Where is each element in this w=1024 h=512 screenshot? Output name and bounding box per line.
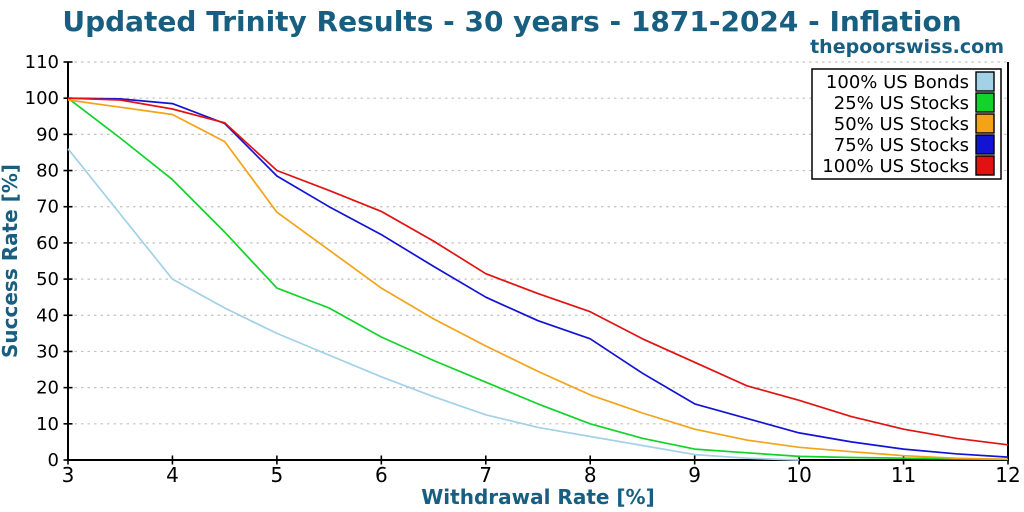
legend-entry-100-us-bonds: 100% US Bonds [826,71,995,93]
legend-label: 100% US Bonds [826,72,969,93]
x-tick-label-4: 4 [166,463,179,487]
gridlines [68,61,1008,425]
legend-entry-75-us-stocks: 75% US Stocks [834,134,995,156]
series-line-25-us-stocks [67,97,1009,461]
y-tick-label-0: 0 [48,450,59,471]
legend-label: 100% US Stocks [822,156,969,177]
y-tick-label-80: 80 [36,161,59,182]
legend-label: 25% US Stocks [834,93,969,114]
y-tick-label-60: 60 [36,233,59,254]
y-tick-label-110: 110 [25,52,59,73]
x-tick-label-9: 9 [688,463,701,487]
y-tick-label-90: 90 [36,124,59,145]
x-tick-label-6: 6 [375,463,388,487]
x-tick-label-12: 12 [995,463,1020,487]
y-tick-label-50: 50 [36,269,59,290]
series-lines [67,97,1009,461]
legend-swatch [975,134,995,155]
x-tick-label-11: 11 [891,463,916,487]
x-tick-label-7: 7 [479,463,492,487]
y-tick-label-10: 10 [36,414,59,435]
series-line-50-us-stocks [67,99,1009,461]
legend-entry-50-us-stocks: 50% US Stocks [834,113,995,135]
x-tick-label-8: 8 [584,463,597,487]
y-tick-label-40: 40 [36,305,59,326]
legend-swatch [975,155,995,176]
x-tick-label-5: 5 [271,463,284,487]
tick-labels: 0 10 20 30 40 50 60 70 80 90 100 110 3 4 5 6 7 8 9 10 11 12 [25,52,1021,487]
legend-entry-100-us-stocks: 100% US Stocks [822,155,995,177]
legend-swatch [975,113,995,134]
y-tick-label-30: 30 [36,341,59,362]
y-tick-label-70: 70 [36,197,59,218]
series-line-100-us-bonds [67,148,800,461]
series-line-100-us-stocks [67,97,1009,446]
legend-label: 75% US Stocks [834,135,969,156]
legend-swatch [975,71,995,92]
y-tick-label-100: 100 [25,88,59,109]
plot-border [67,62,1009,461]
y-tick-label-20: 20 [36,378,59,399]
x-axis-label: Withdrawal Rate [%] [421,485,655,509]
x-tick-label-3: 3 [62,463,75,487]
legend-entry-25-us-stocks: 25% US Stocks [834,92,995,114]
legend-box [811,68,1002,180]
legend-label: 50% US Stocks [834,114,969,135]
legend-swatch [975,92,995,113]
site-watermark: thepoorswiss.com [810,36,1004,58]
chart-title: Updated Trinity Results - 30 years - 187… [62,5,961,38]
x-tick-label-10: 10 [786,463,811,487]
y-axis-label: Success Rate [%] [0,164,22,358]
